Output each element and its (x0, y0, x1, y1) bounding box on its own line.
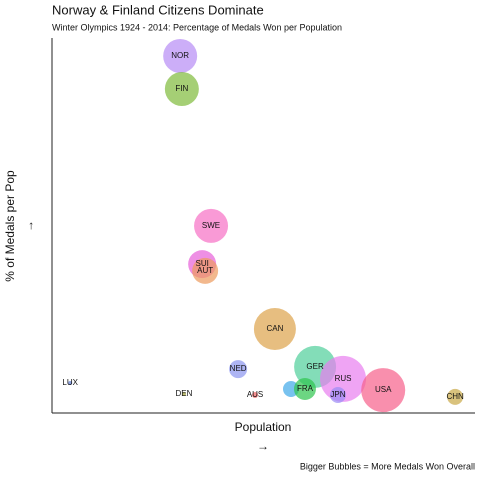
bubble-label: SWE (202, 221, 220, 230)
bubble (329, 387, 346, 403)
bubble (253, 308, 296, 350)
bubble-label: LUX (62, 378, 78, 387)
bubble-label: USA (375, 385, 392, 394)
x-axis-arrow: → (257, 439, 269, 453)
bubble-label: CAN (266, 324, 283, 333)
bubble (229, 360, 248, 379)
bubble-label: FRA (297, 384, 314, 393)
bubble-label: NED (230, 364, 247, 373)
bubble (194, 208, 229, 243)
chart-subtitle: Winter Olympics 1924 - 2014: Percentage … (52, 22, 342, 32)
y-axis-arrow: → (22, 220, 36, 232)
bubble (447, 388, 464, 405)
bubble-label: NOR (171, 51, 189, 60)
bubble (293, 378, 316, 400)
bubble (164, 72, 199, 106)
bubble-label: AUS (247, 390, 263, 399)
bubble (361, 368, 406, 413)
bubble (68, 381, 73, 385)
bubble (192, 257, 219, 284)
caption: Bigger Bubbles = More Medals Won Overall (300, 461, 475, 471)
bubble-label: JPN (330, 390, 345, 399)
x-axis-label: Population (235, 420, 292, 434)
bubble (163, 39, 198, 73)
bubble-label: AUT (197, 266, 213, 275)
chart-title: Norway & Finland Citizens Dominate (52, 2, 264, 17)
bubble-label: CHN (446, 392, 464, 401)
bubble-label: DEN (176, 389, 193, 398)
bubble (252, 392, 259, 398)
bubble (181, 391, 186, 396)
y-axis-label: % of Medals per Pop (3, 170, 17, 282)
bubble-label: RUS (335, 374, 352, 383)
bubble-label: GER (306, 362, 324, 371)
bubble-label: SUI (195, 259, 208, 268)
bubble-label: FIN (175, 84, 188, 93)
